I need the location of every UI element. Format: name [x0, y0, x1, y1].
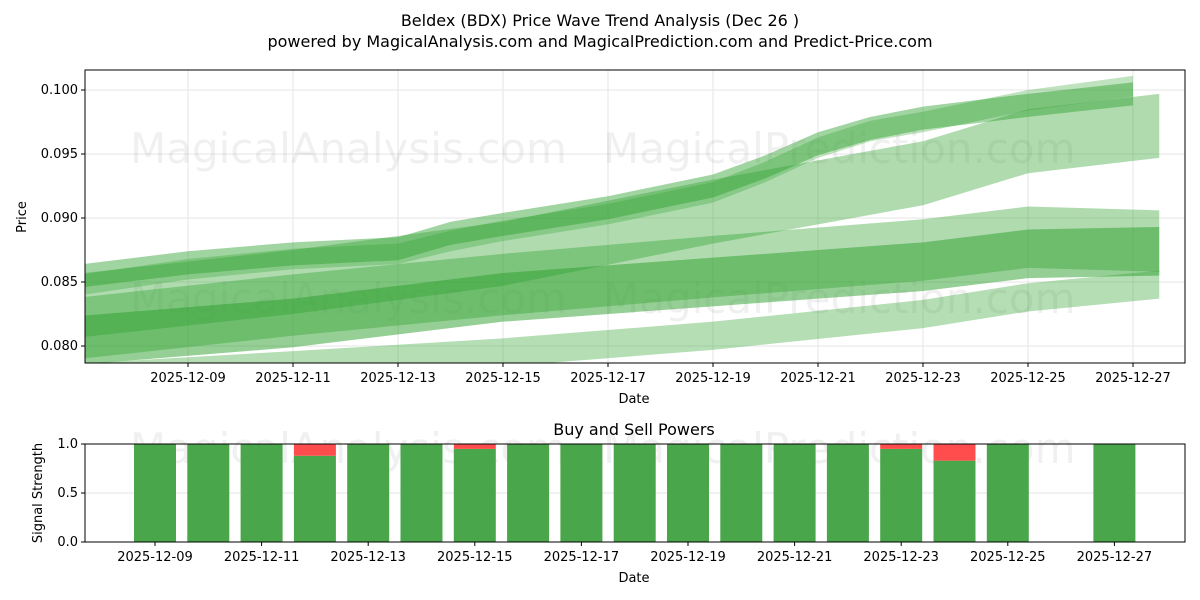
bands	[85, 75, 1160, 363]
x-tick-label: 2025-12-17	[544, 550, 620, 565]
x-tick-label: 2025-12-21	[780, 371, 856, 386]
x-tick-label: 2025-12-23	[885, 371, 961, 386]
x-tick-label: 2025-12-15	[465, 371, 541, 386]
x-tick-label: 2025-12-09	[150, 371, 226, 386]
buy-bar	[1093, 444, 1136, 542]
y-tick-label: 0.080	[41, 339, 78, 354]
x-tick-label: 2025-12-27	[1077, 550, 1153, 565]
x-tick-label: 2025-12-25	[990, 371, 1066, 386]
x-tick-label: 2025-12-13	[360, 371, 436, 386]
buy-bar	[507, 444, 550, 542]
chart-subtitle: powered by MagicalAnalysis.com and Magic…	[267, 32, 932, 51]
x-tick-label: 2025-12-25	[970, 550, 1046, 565]
buy-bar	[880, 448, 923, 542]
buy-bar	[240, 444, 283, 542]
buy-bar	[187, 444, 230, 542]
y-tick-label: 0.090	[41, 211, 78, 226]
sell-bar	[293, 444, 336, 456]
band-forecast-dark	[85, 226, 1160, 363]
x-tick-label: 2025-12-15	[437, 550, 513, 565]
x-tick-label: 2025-12-13	[330, 550, 406, 565]
buy-bar	[826, 444, 869, 542]
sell-bar	[933, 444, 976, 461]
y-tick-label: 1.0	[57, 437, 78, 452]
buy-bar	[347, 444, 390, 542]
buy-bar	[986, 444, 1029, 542]
x-tick-label: 2025-12-19	[675, 371, 751, 386]
buy-bar	[400, 444, 443, 542]
buy-bar	[720, 444, 763, 542]
top-x-label: Date	[618, 392, 649, 407]
band-forecast-low	[88, 270, 1160, 363]
watermark: MagicalAnalysis.com	[130, 124, 567, 173]
y-tick-label: 0.095	[41, 147, 78, 162]
x-tick-label: 2025-12-11	[255, 371, 331, 386]
bottom-chart-title: Buy and Sell Powers	[553, 420, 715, 439]
y-tick-label: 0.0	[57, 535, 78, 550]
sell-bar	[880, 444, 923, 449]
x-tick-label: 2025-12-27	[1095, 371, 1171, 386]
top-y-label: Price	[15, 201, 30, 233]
buy-bar	[293, 455, 336, 542]
buy-bar	[560, 444, 603, 542]
x-tick-label: 2025-12-21	[757, 550, 833, 565]
y-tick-label: 0.085	[41, 275, 78, 290]
x-tick-label: 2025-12-23	[863, 550, 939, 565]
x-tick-label: 2025-12-17	[570, 371, 646, 386]
bottom-x-label: Date	[618, 571, 649, 586]
buy-bar	[933, 460, 976, 542]
buy-bar	[773, 444, 816, 542]
band-main-trend-2	[85, 75, 1133, 295]
x-tick-label: 2025-12-11	[224, 550, 300, 565]
x-tick-label: 2025-12-19	[650, 550, 726, 565]
sell-bar	[453, 444, 496, 449]
buy-bar	[667, 444, 709, 542]
x-tick-label: 2025-12-09	[117, 550, 193, 565]
buy-bar	[613, 444, 656, 542]
buy-bar	[453, 448, 496, 542]
buy-bar	[134, 444, 176, 542]
bottom-plot-frame	[84, 443, 1186, 543]
bottom-y-label: Signal Strength	[31, 443, 46, 543]
y-tick-label: 0.100	[41, 83, 78, 98]
band-forecast-wide	[85, 93, 1160, 337]
y-tick-label: 0.5	[57, 486, 78, 501]
watermark: MagicalPrediction.com	[603, 124, 1076, 173]
chart-title: Beldex (BDX) Price Wave Trend Analysis (…	[401, 11, 799, 30]
band-main-trend	[85, 82, 1133, 287]
top-plot-frame	[84, 69, 1186, 364]
